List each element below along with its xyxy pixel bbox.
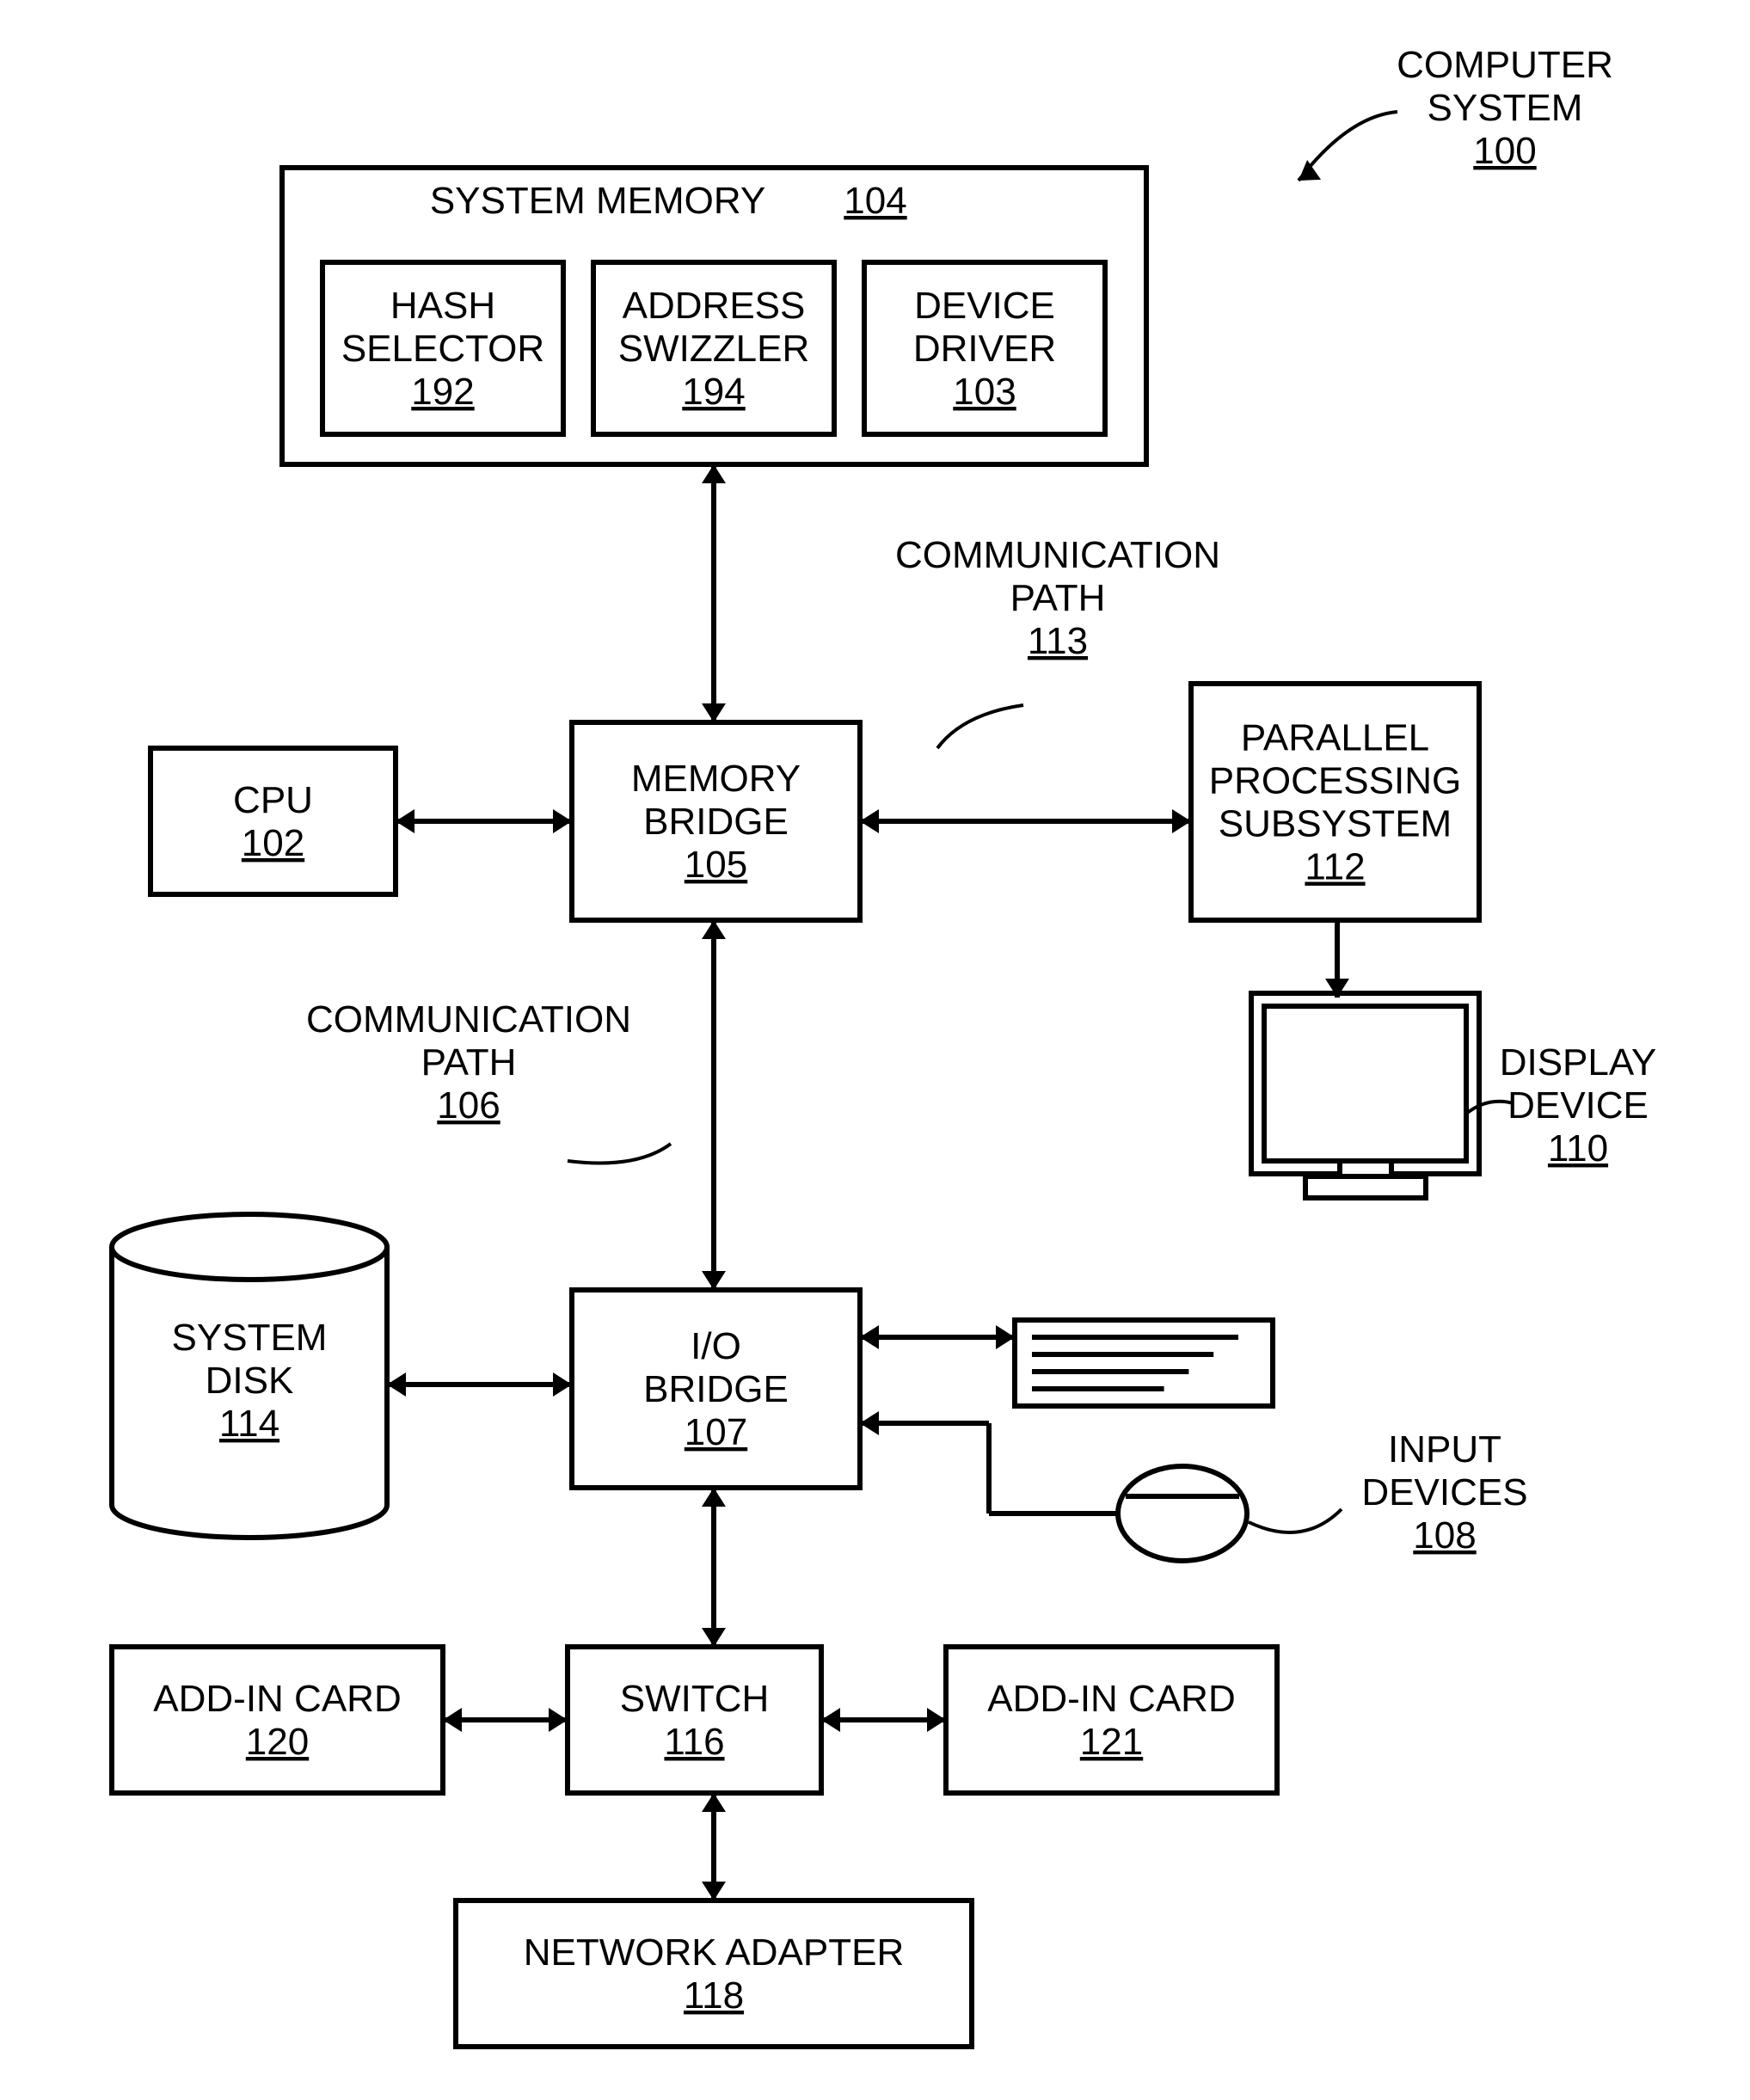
svg-text:114: 114 — [219, 1403, 279, 1445]
svg-text:I/O: I/O — [691, 1325, 741, 1367]
svg-text:121: 121 — [1080, 1721, 1143, 1763]
svg-text:COMPUTER: COMPUTER — [1397, 44, 1613, 86]
svg-text:SUBSYSTEM: SUBSYSTEM — [1219, 803, 1452, 845]
svg-text:DISK: DISK — [206, 1360, 294, 1402]
svg-text:118: 118 — [684, 1974, 744, 2017]
svg-text:194: 194 — [682, 371, 745, 413]
svg-text:106: 106 — [437, 1084, 500, 1127]
svg-text:COMMUNICATION: COMMUNICATION — [306, 998, 631, 1041]
svg-text:HASH: HASH — [390, 285, 495, 327]
svg-text:108: 108 — [1413, 1514, 1476, 1557]
diagram-canvas: COMPUTERSYSTEM100SYSTEM MEMORY104HASHSEL… — [0, 0, 1750, 2100]
svg-text:104: 104 — [844, 180, 906, 222]
svg-text:110: 110 — [1548, 1127, 1608, 1170]
block-box — [150, 748, 396, 894]
svg-text:116: 116 — [664, 1721, 724, 1763]
svg-text:CPU: CPU — [233, 779, 313, 821]
svg-text:SYSTEM: SYSTEM — [172, 1317, 328, 1359]
svg-text:PATH: PATH — [421, 1041, 517, 1084]
svg-text:100: 100 — [1473, 130, 1536, 172]
svg-text:113: 113 — [1028, 620, 1088, 662]
svg-text:DRIVER: DRIVER — [913, 328, 1056, 370]
svg-text:120: 120 — [246, 1721, 309, 1763]
svg-text:PATH: PATH — [1010, 577, 1106, 619]
block-box — [946, 1647, 1277, 1793]
svg-text:ADD-IN CARD: ADD-IN CARD — [987, 1678, 1235, 1720]
svg-text:NETWORK ADAPTER: NETWORK ADAPTER — [524, 1931, 905, 1974]
svg-text:BRIDGE: BRIDGE — [643, 801, 789, 843]
svg-text:105: 105 — [685, 844, 747, 886]
svg-text:ADD-IN CARD: ADD-IN CARD — [153, 1678, 401, 1720]
svg-text:PARALLEL: PARALLEL — [1241, 717, 1429, 759]
svg-text:SWIZZLER: SWIZZLER — [618, 328, 809, 370]
svg-text:SWITCH: SWITCH — [620, 1678, 770, 1720]
svg-text:112: 112 — [1305, 846, 1365, 888]
svg-text:192: 192 — [411, 371, 474, 413]
block-box — [568, 1647, 821, 1793]
svg-text:102: 102 — [242, 822, 304, 864]
svg-text:SELECTOR: SELECTOR — [341, 328, 544, 370]
svg-text:DISPLAY: DISPLAY — [1500, 1041, 1657, 1084]
svg-text:DEVICE: DEVICE — [1507, 1084, 1649, 1127]
svg-text:DEVICE: DEVICE — [914, 285, 1055, 327]
svg-text:SYSTEM MEMORY: SYSTEM MEMORY — [430, 180, 765, 222]
block-box — [456, 1900, 972, 2047]
svg-text:INPUT: INPUT — [1388, 1428, 1501, 1471]
block-box — [112, 1647, 443, 1793]
svg-text:SYSTEM: SYSTEM — [1428, 87, 1583, 129]
svg-text:MEMORY: MEMORY — [631, 758, 801, 800]
svg-text:107: 107 — [685, 1411, 747, 1453]
svg-text:103: 103 — [953, 371, 1016, 413]
svg-text:BRIDGE: BRIDGE — [643, 1368, 789, 1410]
svg-text:DEVICES: DEVICES — [1361, 1471, 1527, 1514]
svg-text:ADDRESS: ADDRESS — [623, 285, 806, 327]
svg-text:COMMUNICATION: COMMUNICATION — [895, 534, 1220, 576]
svg-text:PROCESSING: PROCESSING — [1209, 760, 1461, 802]
